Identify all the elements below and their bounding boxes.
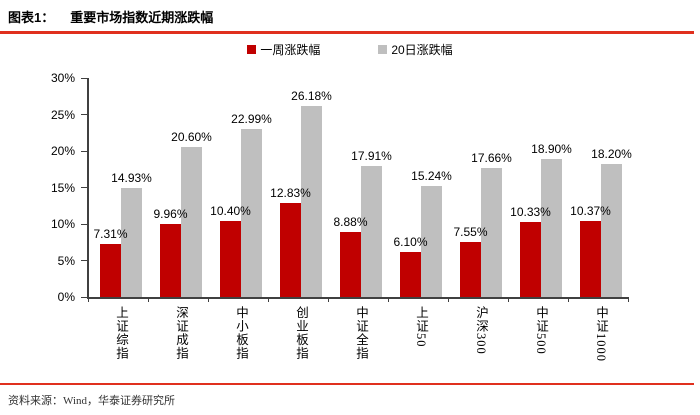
bar-value-label-20day: 20.60% — [171, 129, 212, 144]
bar-20day — [121, 188, 142, 297]
bar-value-label-20day: 26.18% — [291, 88, 332, 103]
header-rule — [0, 31, 694, 34]
bar-value-label-20day: 17.66% — [471, 151, 512, 166]
footer-rule — [0, 383, 694, 385]
x-tick-mark — [88, 297, 89, 302]
bar-value-label-20day: 17.91% — [351, 149, 392, 164]
bar-value-label-weekly: 7.55% — [453, 224, 488, 239]
bar-value-label-20day: 14.93% — [111, 171, 152, 185]
x-tick-mark — [448, 297, 449, 302]
bar-value-label-20day: 22.99% — [231, 112, 272, 127]
x-tick-mark — [208, 297, 209, 302]
y-tick-mark — [81, 223, 87, 225]
chart-legend: 一周涨跌幅 20日涨跌幅 — [0, 41, 700, 58]
bar-weekly — [220, 221, 241, 297]
bar-20day — [601, 164, 622, 297]
legend-item-weekly: 一周涨跌幅 — [247, 41, 320, 58]
x-tick-mark — [148, 297, 149, 302]
bar-value-label-20day: 18.20% — [591, 147, 632, 162]
y-tick-label: 30% — [50, 71, 75, 85]
y-axis-line — [87, 78, 89, 297]
bar-weekly — [520, 221, 541, 297]
x-category-label: 中证1000 — [594, 306, 608, 362]
bar-weekly — [580, 221, 601, 297]
bar-value-label-weekly: 6.10% — [393, 235, 428, 250]
y-tick-mark — [81, 114, 87, 115]
y-tick-label: 10% — [50, 217, 75, 231]
bar-20day — [241, 129, 262, 297]
bar-chart-plot-area: 0% 5% 10% 15% 20% 25% 30% 7.31% 14.93% 上证综指 9.96% 2… — [0, 60, 700, 384]
x-tick-mark — [268, 297, 269, 302]
bar-weekly — [340, 232, 361, 297]
bar-20day — [421, 185, 442, 297]
x-tick-mark — [568, 297, 569, 302]
x-category-label: 创业板指 — [294, 306, 308, 360]
x-tick-mark — [628, 297, 629, 302]
legend-swatch-gray — [378, 45, 388, 54]
x-category-label: 深证成指 — [174, 306, 188, 360]
legend-item-20day: 20日涨跌幅 — [378, 41, 453, 58]
y-tick-mark — [81, 77, 87, 79]
bar-value-label-weekly: 10.33% — [510, 204, 551, 219]
y-tick-label: 25% — [50, 107, 75, 122]
figure-label: 图表1： — [8, 10, 55, 25]
y-tick-label: 0% — [57, 290, 75, 304]
bar-weekly — [400, 252, 421, 297]
page-title: 重要市场指数近期涨跌幅 — [70, 10, 214, 25]
x-category-label: 沪深300 — [474, 306, 488, 355]
y-tick-label: 5% — [57, 253, 75, 268]
x-category-label: 上证50 — [414, 306, 428, 348]
bar-20day — [541, 159, 562, 297]
x-axis-line — [87, 297, 629, 299]
legend-label-weekly: 一周涨跌幅 — [260, 43, 321, 57]
x-category-label: 中证500 — [534, 306, 548, 355]
legend-label-20day: 20日涨跌幅 — [391, 43, 453, 57]
source-note: 资料来源：Wind，华泰证券研究所 — [8, 395, 175, 407]
bar-value-label-weekly: 7.31% — [93, 226, 128, 241]
legend-swatch-red — [247, 45, 257, 54]
x-category-label: 中小板指 — [234, 306, 248, 360]
x-category-label: 上证综指 — [114, 306, 128, 360]
x-tick-mark — [328, 297, 329, 302]
bar-value-label-weekly: 9.96% — [153, 207, 188, 222]
bar-20day — [481, 168, 502, 297]
bar-value-label-weekly: 10.37% — [570, 204, 611, 219]
y-tick-mark — [81, 296, 87, 298]
x-category-label: 中证全指 — [354, 306, 368, 360]
bar-weekly — [100, 243, 121, 297]
y-tick-mark — [81, 187, 87, 188]
x-tick-mark — [388, 297, 389, 302]
bar-value-label-20day: 18.90% — [531, 142, 572, 157]
y-tick-mark — [81, 260, 87, 261]
bar-weekly — [160, 224, 181, 297]
y-tick-label: 15% — [50, 180, 75, 195]
chart-footer: 资料来源：Wind，华泰证券研究所 — [0, 383, 700, 408]
bar-value-label-weekly: 12.83% — [270, 186, 311, 201]
bar-20day — [301, 105, 322, 297]
bar-value-label-weekly: 8.88% — [333, 215, 368, 230]
bar-value-label-20day: 15.24% — [411, 168, 452, 183]
bar-20day — [181, 146, 202, 297]
bar-weekly — [280, 203, 301, 297]
bar-weekly — [460, 241, 481, 297]
bar-20day — [361, 166, 382, 297]
bar-value-label-weekly: 10.40% — [210, 204, 251, 219]
y-tick-label: 20% — [50, 144, 75, 158]
chart-header: 图表1： 重要市场指数近期涨跌幅 — [0, 0, 700, 26]
y-tick-mark — [81, 150, 87, 152]
x-tick-mark — [508, 297, 509, 302]
